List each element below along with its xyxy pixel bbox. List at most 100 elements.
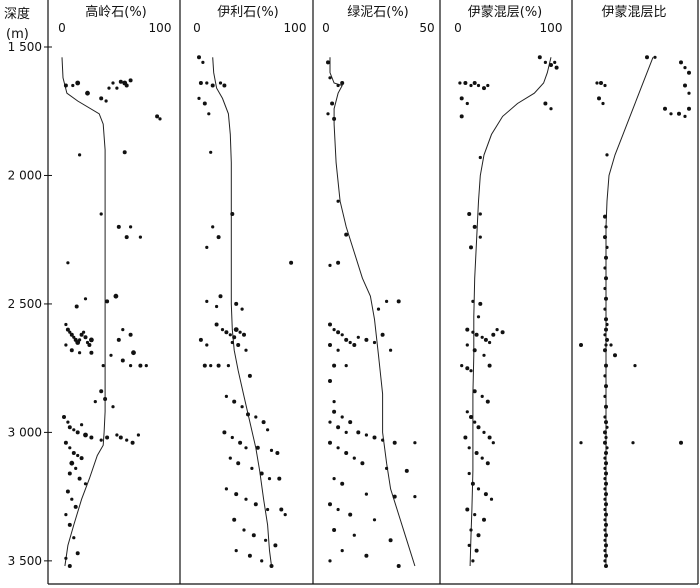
data-point-kaolinite — [128, 78, 133, 83]
data-point-kaolinite — [83, 482, 88, 486]
data-point-kaolinite — [129, 225, 133, 229]
data-point-kaolinite — [105, 435, 110, 440]
data-point-illite — [267, 477, 272, 481]
data-point-illite-smectite — [476, 83, 481, 88]
data-point-illite — [240, 307, 244, 311]
data-point-illite-smectite — [467, 543, 471, 548]
data-point-illite-smectite-ratio — [604, 384, 608, 389]
data-point-illite — [254, 415, 258, 419]
data-point-illite-smectite-ratio — [601, 101, 605, 106]
data-point-illite — [214, 322, 219, 327]
data-point-chlorite — [348, 340, 352, 345]
data-point-chlorite — [352, 456, 356, 460]
data-point-chlorite — [330, 101, 335, 106]
data-point-illite-smectite — [543, 60, 548, 64]
data-point-illite-smectite — [482, 353, 486, 357]
data-point-illite-smectite — [476, 533, 481, 538]
data-point-kaolinite — [66, 261, 70, 265]
data-point-illite-smectite-ratio — [605, 245, 609, 249]
data-point-illite-smectite — [459, 96, 464, 101]
data-point-illite — [250, 466, 254, 470]
data-point-illite — [261, 420, 266, 425]
data-point-illite-smectite-ratio — [603, 307, 607, 311]
data-point-illite-smectite — [465, 327, 470, 332]
data-point-chlorite — [328, 420, 332, 424]
data-point-illite-smectite-ratio — [603, 394, 607, 398]
data-point-illite-smectite-ratio — [603, 415, 607, 419]
data-point-kaolinite — [116, 337, 121, 342]
data-point-kaolinite — [116, 224, 121, 229]
data-point-illite-smectite-ratio — [604, 255, 608, 260]
data-point-chlorite — [372, 340, 377, 345]
data-point-kaolinite — [85, 90, 90, 96]
data-point-illite-smectite — [491, 441, 495, 445]
data-point-illite — [209, 364, 213, 368]
data-point-illite-smectite — [478, 155, 482, 160]
data-point-kaolinite — [118, 79, 123, 84]
data-point-illite — [266, 507, 270, 512]
data-point-chlorite — [380, 332, 385, 337]
data-point-illite-smectite-ratio — [595, 81, 599, 85]
data-point-kaolinite — [62, 415, 66, 419]
data-point-kaolinite — [67, 471, 72, 476]
data-point-illite — [224, 330, 229, 335]
data-point-illite-smectite-ratio — [603, 286, 607, 291]
data-point-kaolinite — [69, 460, 75, 466]
data-point-kaolinite — [64, 513, 68, 517]
data-point-kaolinite — [144, 364, 148, 368]
trend-curve-chlorite — [329, 57, 416, 567]
data-point-illite — [277, 476, 282, 481]
data-point-kaolinite — [124, 83, 129, 88]
depth-tick-label: 2 000 — [8, 168, 42, 182]
data-point-kaolinite — [63, 83, 68, 88]
data-point-illite-smectite — [549, 63, 553, 67]
data-point-kaolinite — [128, 332, 133, 337]
data-point-illite — [273, 543, 278, 548]
data-point-illite-smectite — [495, 328, 499, 332]
data-point-illite-smectite-ratio — [604, 553, 608, 558]
data-point-illite-smectite — [485, 399, 490, 404]
data-point-illite-smectite-ratio — [605, 322, 609, 327]
data-point-chlorite — [332, 116, 337, 121]
panel-frame — [47, 0, 699, 585]
data-point-kaolinite — [68, 446, 72, 450]
data-point-kaolinite — [99, 212, 103, 216]
data-point-chlorite — [385, 466, 389, 470]
data-point-illite-smectite-ratio — [679, 60, 683, 65]
data-point-illite — [210, 83, 215, 88]
x-tick-illite-smectite-min: 0 — [454, 21, 462, 35]
data-point-illite-smectite — [467, 446, 471, 450]
data-point-illite-smectite-ratio — [579, 343, 583, 347]
data-point-illite — [234, 492, 239, 497]
data-point-illite-smectite-ratio — [687, 106, 691, 111]
data-point-chlorite — [413, 441, 417, 445]
data-point-chlorite — [385, 299, 389, 303]
data-point-illite — [202, 363, 207, 368]
data-point-illite-smectite — [469, 528, 473, 532]
data-point-illite-smectite — [470, 481, 475, 486]
data-point-illite-smectite — [482, 430, 486, 434]
data-point-illite — [275, 451, 280, 455]
depth-tick-label: 2 500 — [8, 297, 42, 311]
data-point-kaolinite — [138, 363, 143, 368]
data-point-illite — [198, 337, 203, 342]
data-point-kaolinite — [64, 556, 68, 560]
data-point-illite — [222, 83, 227, 88]
panel-illite-smectite-ratio — [579, 55, 691, 568]
data-point-kaolinite — [72, 335, 76, 339]
data-point-illite — [220, 328, 225, 332]
data-point-illite-smectite-ratio — [683, 66, 687, 70]
data-point-kaolinite — [63, 440, 68, 445]
data-point-illite-smectite — [482, 86, 486, 91]
data-point-chlorite — [352, 343, 357, 347]
data-point-illite-smectite — [469, 83, 473, 88]
data-point-illite — [247, 553, 252, 558]
data-point-illite-smectite — [487, 435, 492, 440]
data-point-illite — [251, 533, 256, 538]
data-point-kaolinite — [125, 438, 129, 442]
data-point-illite-smectite — [472, 389, 477, 394]
data-point-kaolinite — [71, 83, 75, 88]
data-point-illite — [230, 212, 235, 216]
data-point-kaolinite — [85, 340, 90, 345]
data-point-illite-smectite-ratio — [579, 441, 583, 445]
